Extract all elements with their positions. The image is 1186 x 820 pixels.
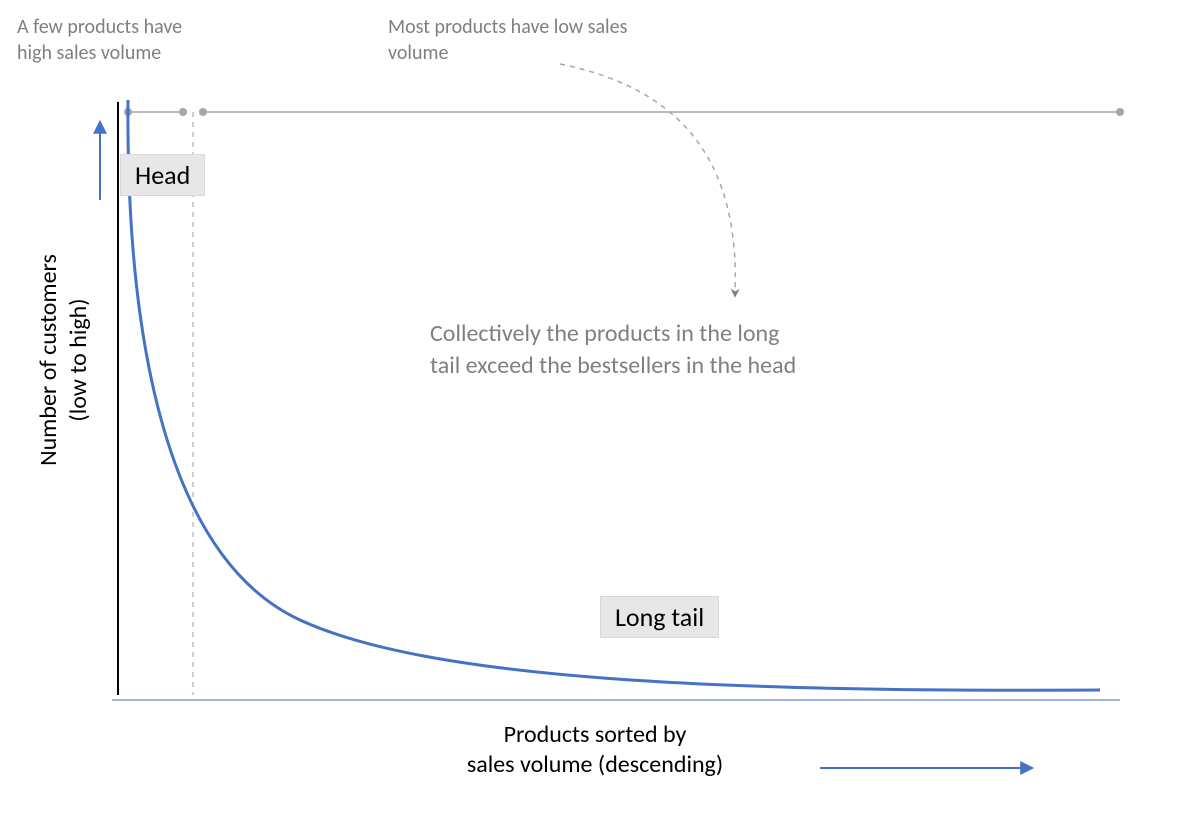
- callout-arrow: [560, 64, 735, 295]
- long-tail-box-label: Long tail: [600, 596, 719, 638]
- x-axis-label-line1: Products sorted by: [504, 720, 687, 749]
- y-axis-label-line2: (low to high): [64, 298, 93, 421]
- range-dot: [1116, 108, 1124, 116]
- tail-annotation-line1: Most products have low sales: [388, 15, 627, 39]
- body-explainer: Collectively the products in the long ta…: [430, 318, 950, 383]
- x-axis-label: Products sorted by sales volume (descend…: [395, 720, 795, 780]
- x-axis-label-line2: sales volume (descending): [467, 750, 723, 779]
- body-line2: tail exceed the bestsellers in the head: [430, 351, 796, 380]
- tail-annotation-line2: volume: [388, 41, 448, 65]
- y-axis-label-line1: Number of customers: [34, 254, 63, 466]
- range-dot: [199, 108, 207, 116]
- tail-annotation: Most products have low sales volume: [388, 14, 708, 66]
- diagram-svg: [0, 0, 1186, 820]
- range-dot: [179, 108, 187, 116]
- head-box-label: Head: [120, 154, 205, 196]
- head-annotation: A few products have high sales volume: [17, 14, 237, 66]
- body-line1: Collectively the products in the long: [430, 319, 779, 348]
- y-axis-label: Number of customers (low to high): [34, 210, 94, 510]
- head-annotation-line1: A few products have: [17, 15, 182, 39]
- head-annotation-line2: high sales volume: [17, 41, 161, 65]
- long-tail-diagram: A few products have high sales volume Mo…: [0, 0, 1186, 820]
